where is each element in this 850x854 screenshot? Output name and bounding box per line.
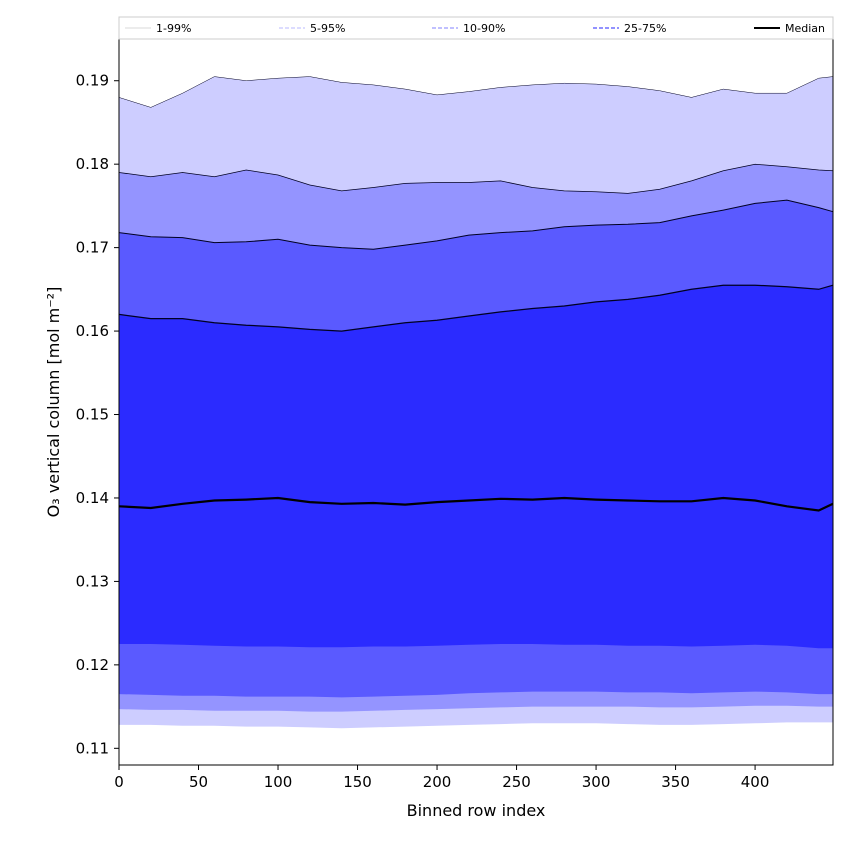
x-tick-label: 100 (264, 773, 293, 791)
band-upper-edge-5-95% (118, 163, 834, 194)
x-axis: 0 50 100 150 200 250 300 350 400 (114, 765, 769, 791)
y-tick-label: 0.12 (76, 656, 109, 674)
x-tick-label: 350 (661, 773, 690, 791)
legend-label: 5-95% (310, 22, 345, 35)
y-tick-label: 0.19 (76, 72, 109, 90)
band-upper-edge-1-99% (118, 76, 834, 108)
legend-label: 25-75% (624, 22, 666, 35)
y-axis-label: O₃ vertical column [mol m⁻²] (44, 287, 63, 518)
y-tick-label: 0.18 (76, 155, 109, 173)
y-tick-label: 0.13 (76, 572, 109, 590)
x-tick-label: 400 (741, 773, 770, 791)
x-axis-label: Binned row index (407, 801, 546, 820)
percentile-bands (118, 76, 834, 729)
legend-label: 10-90% (463, 22, 505, 35)
median-line-layer (118, 496, 834, 512)
band-upper-edge-10-90% (118, 199, 834, 250)
x-tick-label: 250 (502, 773, 531, 791)
y-tick-label: 0.17 (76, 239, 109, 257)
legend-box (118, 16, 834, 40)
legend-label: 1-99% (156, 22, 191, 35)
y-tick-label: 0.15 (76, 406, 109, 424)
x-tick-label: 200 (423, 773, 452, 791)
y-axis: 0.11 0.12 0.13 0.14 0.15 0.16 0.17 0.18 0.19 (76, 72, 119, 757)
x-tick-label: 150 (343, 773, 372, 791)
band-upper-edge-25-75% (118, 284, 834, 332)
x-tick-label: 300 (582, 773, 611, 791)
median-line (118, 496, 834, 512)
y-tick-label: 0.16 (76, 322, 109, 340)
y-tick-label: 0.11 (76, 739, 109, 757)
x-tick-label: 0 (114, 773, 124, 791)
y-tick-label: 0.14 (76, 489, 109, 507)
legend: 1-99% 5-95% 10-90% 25-75% Median (118, 16, 834, 40)
band-25-75% (119, 285, 833, 649)
legend-label: Median (785, 22, 825, 35)
x-tick-label: 50 (189, 773, 208, 791)
